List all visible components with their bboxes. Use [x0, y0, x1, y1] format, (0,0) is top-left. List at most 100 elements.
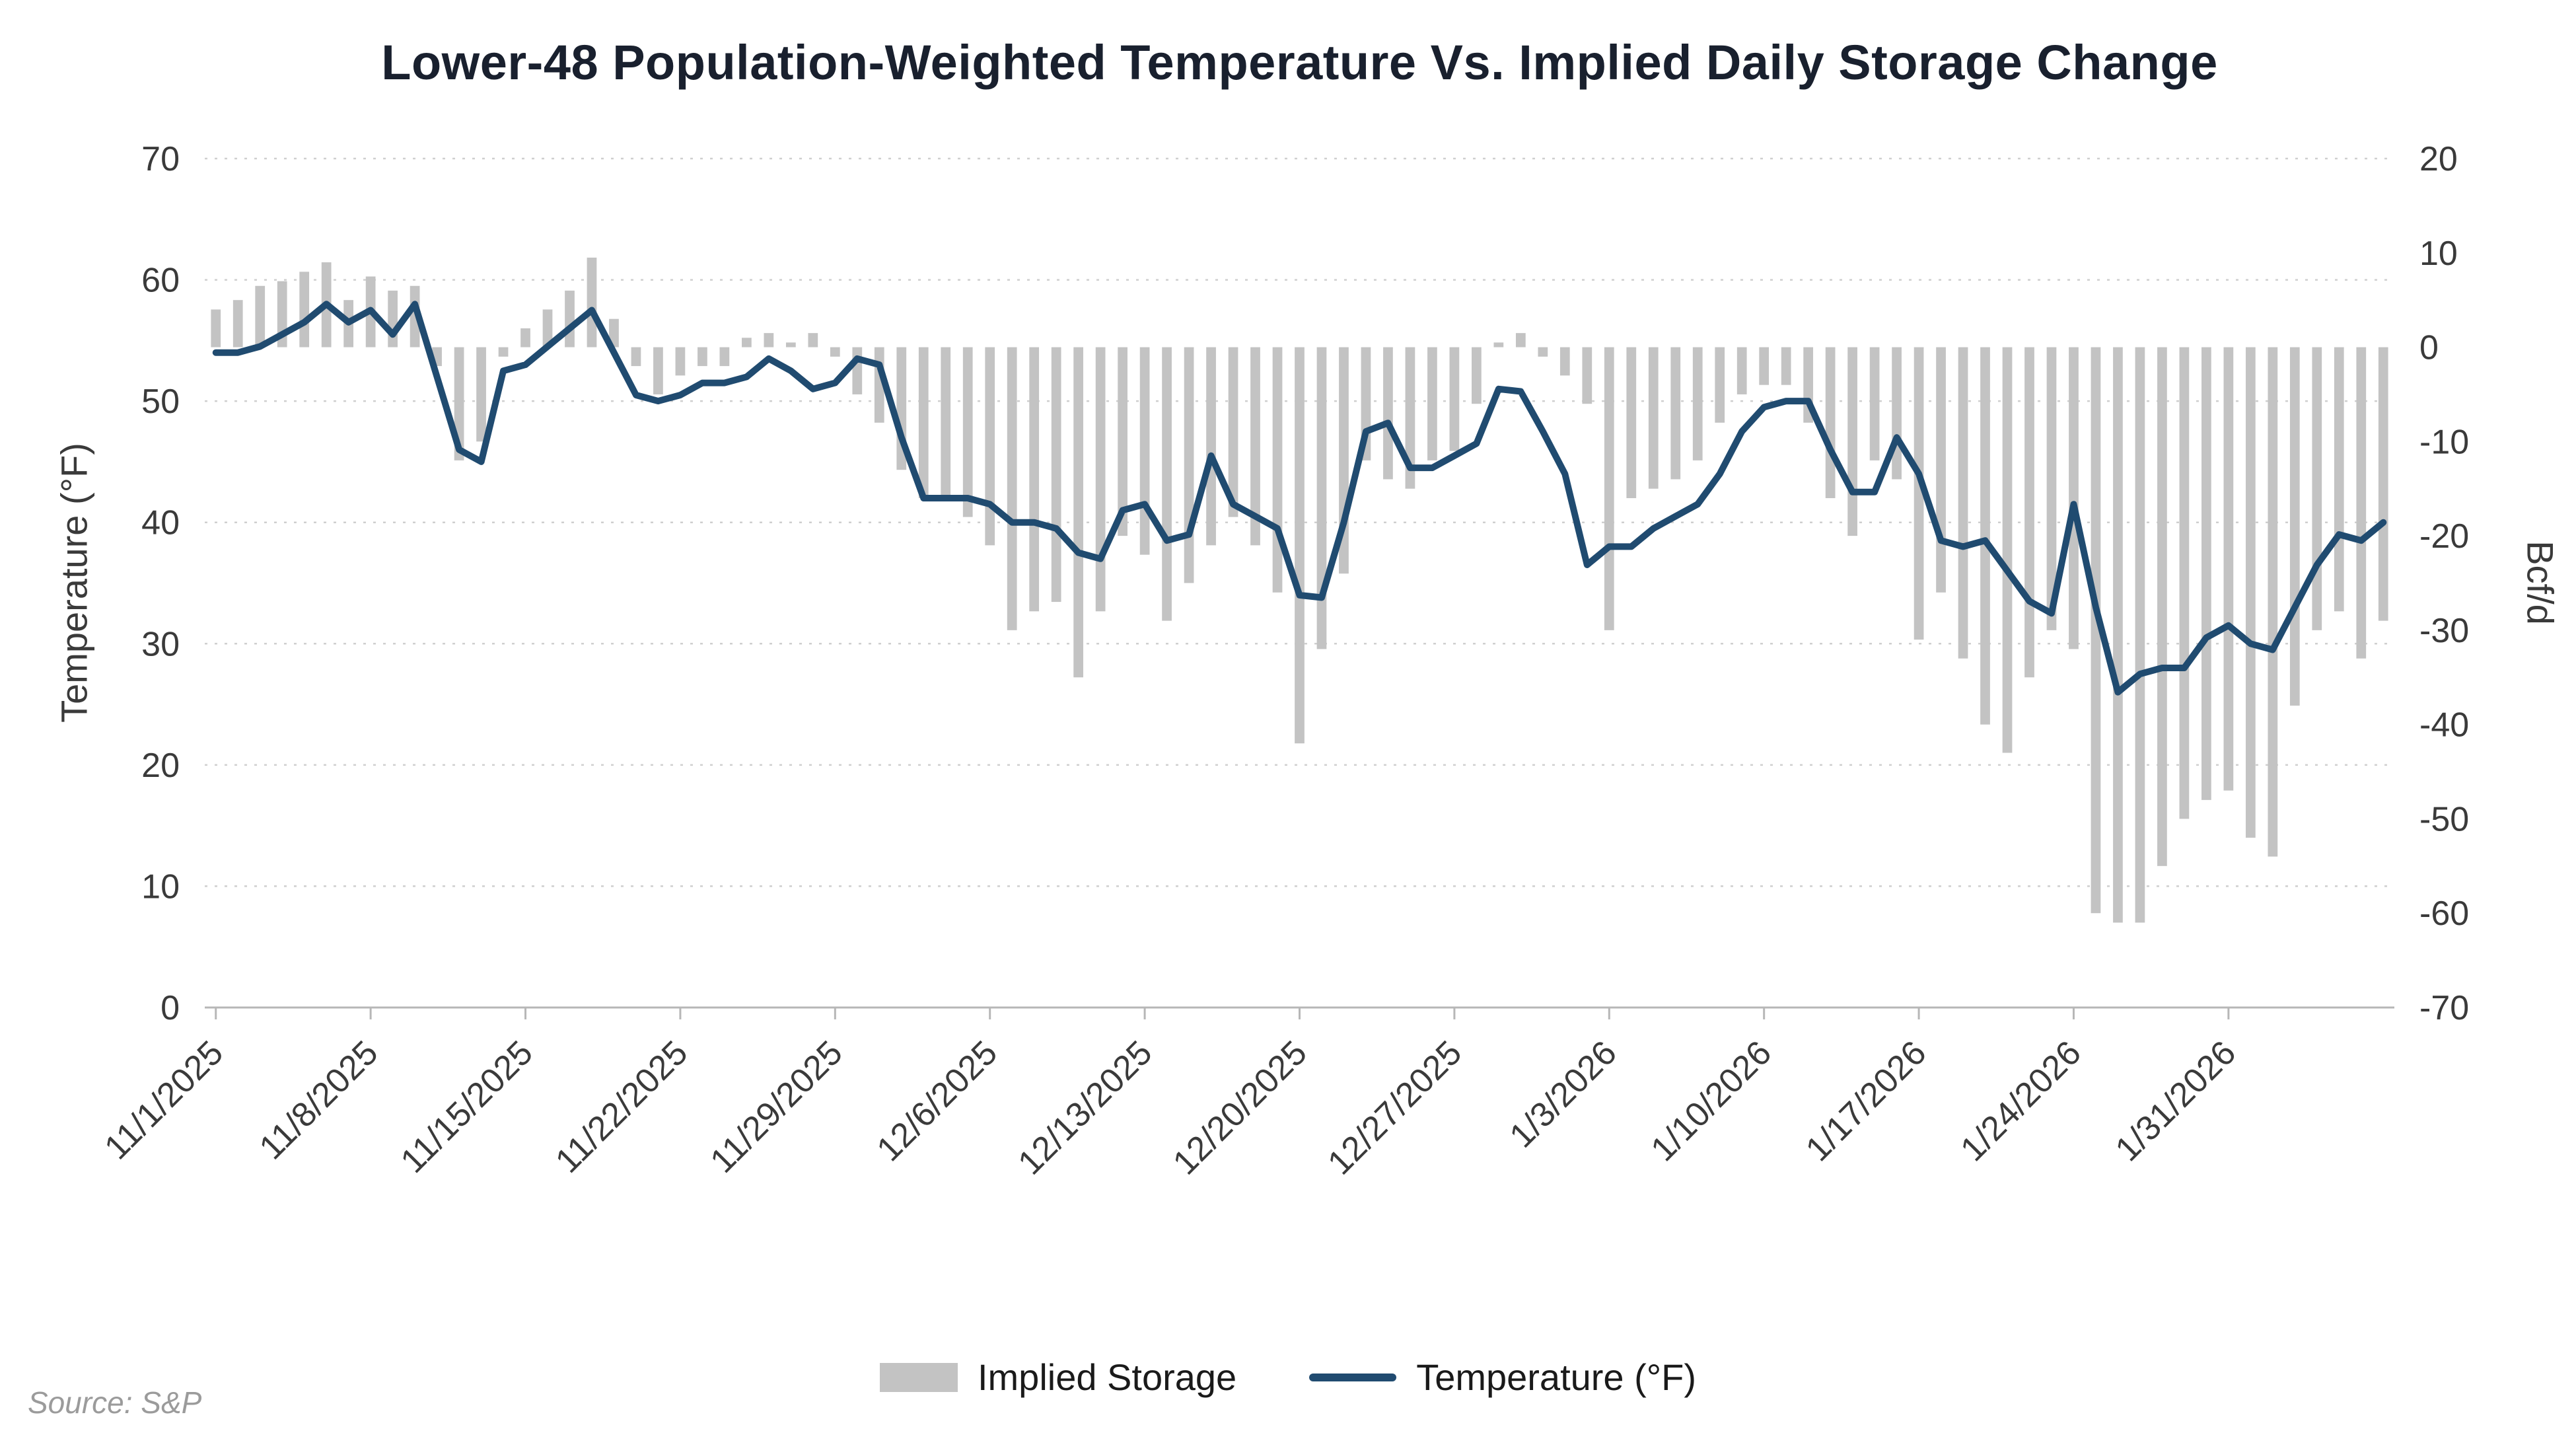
y-right-tick-label: -70: [2419, 989, 2469, 1027]
y-right-tick-label: 20: [2419, 140, 2458, 178]
implied-storage-bar: [1626, 347, 1637, 498]
implied-storage-bar: [1736, 347, 1747, 394]
implied-storage-bar: [2356, 347, 2367, 659]
implied-storage-bar: [2201, 347, 2211, 800]
implied-storage-bar: [1958, 347, 1968, 659]
implied-storage-bar: [233, 300, 243, 348]
y-left-tick-label: 0: [161, 989, 180, 1027]
implied-storage-bar: [520, 328, 530, 348]
y-left-tick-label: 10: [141, 867, 180, 906]
implied-storage-bar: [1781, 347, 1791, 385]
bar-swatch-icon: [879, 1362, 958, 1392]
implied-storage-bar: [1051, 347, 1061, 603]
y-left-tick-label: 60: [141, 262, 180, 300]
implied-storage-bar: [1869, 347, 1880, 460]
implied-storage-bar: [299, 272, 310, 348]
legend-label-implied-storage: Implied Storage: [977, 1356, 1237, 1398]
implied-storage-bar: [1604, 347, 1614, 630]
implied-storage-bar: [918, 347, 929, 498]
implied-storage-bar: [785, 342, 796, 348]
implied-storage-bar: [698, 347, 707, 367]
implied-storage-bar: [764, 333, 774, 348]
implied-storage-bar: [1029, 347, 1040, 612]
implied-storage-bar: [2091, 347, 2101, 914]
implied-storage-bar: [2268, 347, 2278, 857]
implied-storage-bar: [388, 290, 398, 348]
implied-storage-bar: [1472, 347, 1482, 404]
legend-label-temperature: Temperature (°F): [1416, 1356, 1697, 1398]
implied-storage-bar: [1914, 347, 1924, 640]
y-right-tick-label: 10: [2419, 235, 2458, 273]
y-right-tick-label: 0: [2419, 329, 2439, 367]
implied-storage-bar: [2157, 347, 2167, 866]
implied-storage-bar: [2069, 347, 2079, 649]
implied-storage-bar: [1980, 347, 1990, 725]
x-tick-label: 12/13/2025: [1011, 1033, 1160, 1182]
x-tick-label: 11/8/2025: [252, 1033, 386, 1167]
implied-storage-bar: [1073, 347, 1084, 678]
x-tick-label: 11/1/2025: [97, 1033, 231, 1167]
y-left-tick-label: 40: [141, 504, 180, 542]
x-tick-label: 11/29/2025: [703, 1033, 849, 1180]
implied-storage-bar: [1559, 347, 1570, 376]
implied-storage-bar: [2312, 347, 2322, 630]
implied-storage-bar: [653, 347, 663, 394]
implied-storage-bar: [565, 290, 575, 348]
implied-storage-bar: [1250, 347, 1260, 546]
y-right-tick-label: -40: [2419, 706, 2469, 745]
implied-storage-bar: [962, 347, 973, 517]
x-tick-label: 1/3/2026: [1503, 1033, 1624, 1155]
implied-storage-bar: [1095, 347, 1106, 612]
implied-storage-bar: [1118, 347, 1127, 536]
y-right-tick-label: -20: [2419, 517, 2469, 556]
implied-storage-bar: [1825, 347, 1836, 498]
x-tick-label: 12/6/2025: [870, 1033, 1005, 1169]
x-tick-label: 12/27/2025: [1320, 1033, 1469, 1182]
implied-storage-bar: [1715, 347, 1725, 423]
implied-storage-bar: [2289, 347, 2300, 706]
implied-storage-bar: [1936, 347, 1946, 593]
y-left-tick-label: 50: [141, 383, 180, 421]
implied-storage-bar: [1139, 347, 1150, 555]
implied-storage-bar: [476, 347, 486, 442]
implied-storage-bar: [1295, 347, 1305, 744]
implied-storage-bar: [941, 347, 951, 498]
source-note: Source: S&P: [28, 1385, 202, 1420]
chart-title: Lower-48 Population-Weighted Temperature…: [381, 35, 2218, 90]
x-tick-label: 11/15/2025: [394, 1033, 540, 1180]
implied-storage-bar: [2113, 347, 2123, 923]
y-right-tick-label: -10: [2419, 423, 2469, 461]
implied-storage-bar: [1206, 347, 1216, 546]
implied-storage-bar: [1648, 347, 1659, 489]
implied-storage-bar: [631, 347, 641, 367]
x-tick-label: 12/20/2025: [1166, 1033, 1314, 1182]
implied-storage-bar: [830, 347, 840, 357]
x-tick-label: 1/17/2026: [1799, 1033, 1934, 1169]
y-left-tick-label: 30: [141, 625, 180, 663]
implied-storage-bar: [1515, 333, 1526, 348]
implied-storage-bar: [211, 309, 221, 348]
x-tick-label: 1/24/2026: [1953, 1033, 2089, 1169]
implied-storage-bar: [1007, 347, 1017, 630]
implied-storage-bar: [1692, 347, 1703, 460]
implied-storage-bar: [1228, 347, 1238, 517]
implied-storage-bar: [2135, 347, 2145, 923]
implied-storage-bar: [675, 347, 686, 376]
implied-storage-bar: [1162, 347, 1172, 621]
implied-storage-bar: [2179, 347, 2190, 819]
implied-storage-bar: [1405, 347, 1415, 489]
x-tick-label: 1/31/2026: [2108, 1033, 2244, 1169]
implied-storage-bar: [2245, 347, 2256, 838]
implied-storage-bar: [808, 333, 818, 348]
implied-storage-bar: [1427, 347, 1437, 460]
y-right-tick-label: -30: [2419, 612, 2469, 650]
implied-storage-bar: [2334, 347, 2344, 612]
implied-storage-bar: [1184, 347, 1194, 583]
implied-storage-bar: [719, 347, 730, 367]
legend-item-temperature: Temperature (°F): [1309, 1356, 1696, 1399]
chart-legend: Implied Storage Temperature (°F): [0, 1356, 2576, 1399]
implied-storage-bar: [1383, 347, 1393, 480]
implied-storage-bar: [1847, 347, 1857, 536]
y-left-tick-label: 70: [141, 140, 180, 178]
